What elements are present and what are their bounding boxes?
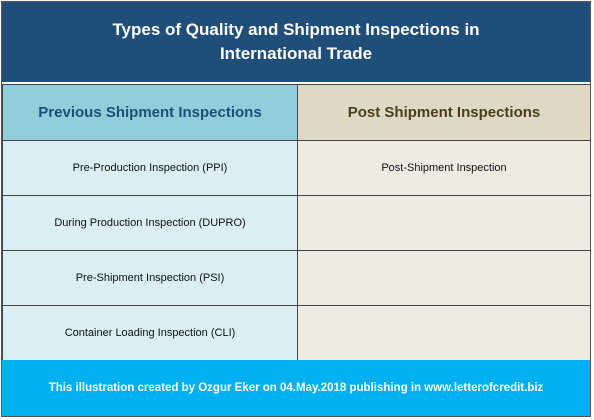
post-inspection-cell [297, 195, 590, 251]
post-inspection-cell [297, 250, 590, 306]
table-row: During Production Inspection (DUPRO) [2, 195, 590, 251]
previous-inspection-cell: During Production Inspection (DUPRO) [2, 195, 298, 251]
header-row: Previous Shipment Inspections Post Shipm… [2, 84, 590, 141]
post-inspection-cell [297, 305, 590, 361]
table-row: Pre-Production Inspection (PPI) Post-Shi… [2, 140, 590, 196]
inspection-table: Previous Shipment Inspections Post Shipm… [2, 84, 590, 361]
chart-title: Types of Quality and Shipment Inspection… [2, 2, 590, 82]
post-inspection-cell: Post-Shipment Inspection [297, 140, 590, 196]
table-row: Container Loading Inspection (CLI) [2, 305, 590, 361]
previous-inspection-cell: Pre-Shipment Inspection (PSI) [2, 250, 298, 306]
previous-inspection-cell: Pre-Production Inspection (PPI) [2, 140, 298, 196]
title-divider [2, 82, 590, 84]
credit-footer: This illustration created by Ozgur Eker … [2, 360, 590, 416]
previous-inspection-cell: Container Loading Inspection (CLI) [2, 305, 298, 361]
post-shipment-header: Post Shipment Inspections [297, 84, 590, 141]
previous-shipment-header: Previous Shipment Inspections [2, 84, 298, 141]
table-row: Pre-Shipment Inspection (PSI) [2, 250, 590, 306]
